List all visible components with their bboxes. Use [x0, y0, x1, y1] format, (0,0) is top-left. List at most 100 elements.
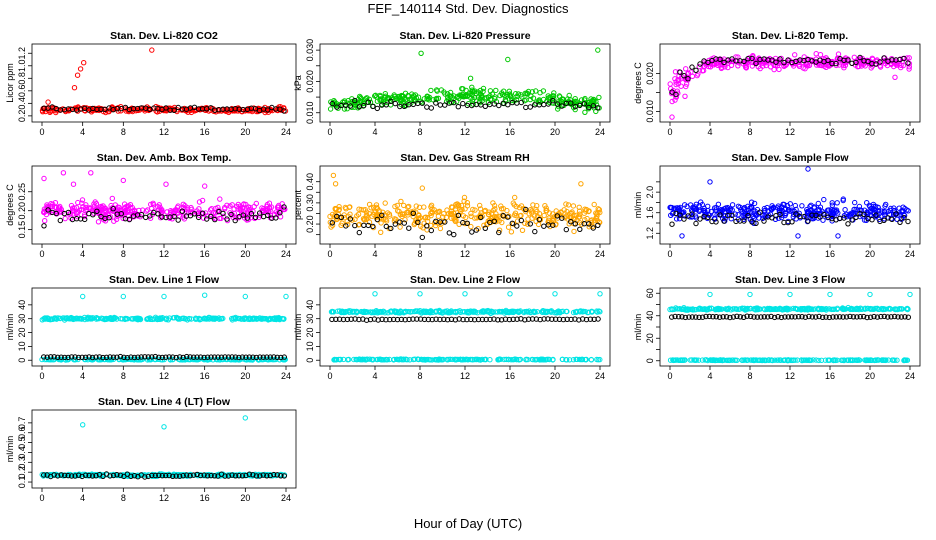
data-point [595, 357, 601, 363]
data-point [794, 357, 801, 363]
data-point [505, 214, 511, 220]
data-point [723, 314, 730, 320]
data-point [73, 316, 80, 322]
data-point [576, 204, 582, 211]
data-point [201, 472, 207, 478]
data-point [232, 315, 238, 321]
y-tick-label: 1.2 [645, 227, 655, 240]
data-point [448, 210, 454, 217]
data-point [857, 314, 863, 320]
data-point [841, 215, 847, 221]
data-point [739, 357, 745, 363]
data-point [560, 316, 567, 323]
data-point [197, 354, 204, 360]
y-tick-label: 1.2 [17, 47, 27, 60]
data-point [378, 229, 384, 236]
data-point [370, 356, 376, 363]
data-point [152, 356, 158, 363]
data-point [94, 315, 101, 322]
data-point [428, 212, 434, 219]
data-point [433, 87, 440, 93]
data-point [869, 207, 876, 213]
data-point [541, 101, 547, 108]
data-point [565, 202, 572, 208]
data-point [469, 229, 475, 235]
data-point [545, 219, 551, 225]
outlier-point [77, 66, 84, 72]
data-point [729, 202, 736, 208]
data-point [379, 357, 386, 363]
data-point [406, 203, 412, 210]
data-point [709, 305, 715, 312]
data-point [166, 472, 172, 479]
data-point [62, 215, 68, 222]
data-point [222, 354, 228, 360]
data-point [81, 213, 88, 220]
data-point [355, 222, 362, 228]
data-point [274, 354, 280, 360]
data-point [573, 212, 580, 219]
data-point [534, 309, 540, 315]
data-point [595, 209, 601, 216]
data-point [813, 51, 819, 57]
data-point [787, 201, 793, 207]
data-point [511, 356, 517, 363]
x-tick-label: 8 [417, 249, 422, 259]
data-point [500, 206, 507, 212]
data-point [402, 97, 409, 103]
data-point [536, 216, 542, 223]
x-tick-label: 24 [905, 127, 915, 137]
outlier-point [80, 293, 86, 300]
data-point [789, 314, 795, 320]
plot-frame [319, 43, 611, 123]
data-point [893, 306, 900, 312]
x-tick-label: 12 [159, 493, 169, 503]
data-point [204, 354, 211, 360]
data-point [455, 202, 462, 208]
data-point [103, 109, 109, 116]
data-point [749, 63, 755, 69]
data-point [459, 86, 465, 92]
outlier-point [202, 183, 208, 189]
data-point [737, 314, 743, 320]
data-point [75, 354, 82, 361]
data-point [591, 96, 597, 103]
data-point [461, 198, 467, 204]
data-point [817, 214, 823, 220]
data-point [901, 215, 907, 221]
x-tick-label: 24 [281, 249, 291, 259]
panel-7: Stan. Dev. Line 1 Flow 0 4 8 12 16 20 24 0 10 20 30… [5, 274, 297, 381]
figure-title: FEF_140114 Std. Dev. Diagnostics [367, 1, 569, 16]
data-point [826, 314, 833, 321]
data-point [673, 94, 680, 100]
data-point [856, 203, 863, 210]
data-point [159, 354, 166, 361]
y-tick-label: 0.2 [17, 466, 27, 479]
data-point [235, 315, 242, 322]
data-point [677, 69, 683, 75]
data-point [363, 309, 370, 315]
data-point [744, 313, 750, 319]
outlier-point [332, 181, 339, 187]
data-point [581, 210, 587, 216]
data-point [561, 207, 567, 213]
data-point [212, 216, 218, 223]
data-point [769, 215, 775, 221]
data-point [180, 214, 186, 220]
data-point [594, 309, 600, 315]
data-point [477, 206, 484, 212]
data-point [679, 306, 685, 312]
data-point [881, 306, 887, 312]
data-point [383, 356, 389, 363]
data-point [879, 357, 885, 363]
data-point [753, 60, 759, 67]
data-point [481, 222, 487, 229]
data-point [791, 211, 797, 218]
data-point [505, 102, 511, 108]
data-point [548, 219, 555, 225]
data-point [906, 66, 912, 72]
data-point [751, 357, 757, 364]
data-point [68, 354, 75, 360]
data-point [212, 316, 218, 322]
data-point [590, 103, 596, 109]
